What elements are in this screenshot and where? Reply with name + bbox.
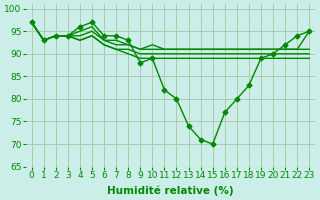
X-axis label: Humidité relative (%): Humidité relative (%) xyxy=(107,185,234,196)
